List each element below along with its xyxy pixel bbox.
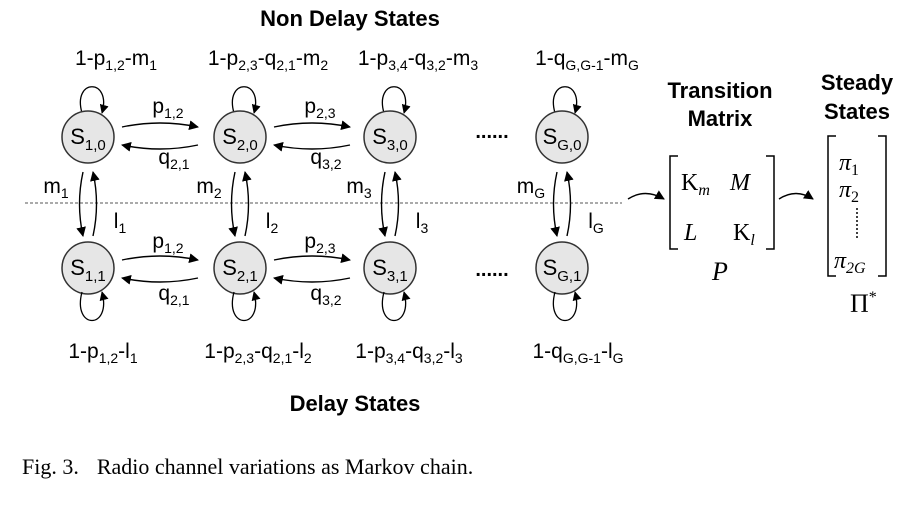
self-loop-label-s20: 1-p2,3-q2,1-m2: [208, 47, 328, 73]
self-loop-label-s21: 1-p2,3-q2,1-l2: [204, 340, 312, 366]
arrow-p23-bottom: [273, 253, 351, 263]
arrow-l3: [392, 171, 402, 237]
arrow-p12-bottom: [121, 253, 199, 263]
label-l1: l1: [114, 210, 127, 236]
label-m3: m3: [346, 175, 372, 201]
label-l2: l2: [266, 210, 279, 236]
steady-pi-2: π2: [839, 177, 859, 206]
state-s30: S3,0: [363, 110, 417, 164]
label-m1: m1: [43, 175, 69, 201]
matrix-k-l: Kl: [733, 220, 755, 249]
svg-text:S1,1: S1,1: [70, 255, 106, 285]
label-m2: m2: [196, 175, 222, 201]
steady-left-bracket: [827, 135, 836, 277]
matrix-l: L: [683, 220, 697, 246]
state-s11: S1,1: [61, 241, 115, 295]
svg-text:S3,0: S3,0: [372, 124, 408, 154]
figure-caption: Fig. 3. Radio channel variations as Marko…: [22, 454, 473, 479]
matrix-p-label: P: [711, 257, 728, 286]
self-loop-arrow-s10: [79, 86, 109, 114]
arrow-lg: [564, 171, 574, 237]
label-mg: mG: [517, 175, 545, 201]
self-loop-label-sg1: 1-qG,G-1-lG: [532, 340, 623, 366]
self-loop-arrow-s30: [381, 86, 411, 114]
arrow-to-matrix: [627, 190, 665, 200]
state-sg0: SG,0: [535, 110, 589, 164]
transition-matrix-title-line1: Transition: [667, 78, 772, 103]
label-p23-top: p2,3: [304, 95, 335, 121]
label-lg: lG: [588, 210, 604, 236]
svg-text:SG,1: SG,1: [543, 255, 582, 285]
arrow-q32-top: [273, 142, 351, 152]
delay-states-title: Delay States: [290, 391, 421, 416]
arrow-to-steady: [778, 190, 814, 200]
self-loop-label-s30: 1-p3,4-q3,2-m3: [358, 47, 478, 73]
state-s21: S2,1: [213, 241, 267, 295]
arrow-p12-top: [121, 120, 199, 130]
matrix-m: M: [729, 170, 752, 196]
matrix-right-bracket: [766, 155, 775, 250]
svg-text:SG,0: SG,0: [543, 124, 582, 154]
arrow-m2: [228, 171, 238, 237]
self-loop-label-sg0: 1-qG,G-1-mG: [535, 47, 639, 73]
arrow-l2: [242, 171, 252, 237]
svg-text:S2,0: S2,0: [222, 124, 258, 154]
self-loop-label-s11: 1-p1,2-l1: [68, 340, 138, 366]
state-s10: S1,0: [61, 110, 115, 164]
self-loop-label-s10: 1-p1,2-m1: [75, 47, 157, 73]
arrow-q21-top: [121, 142, 199, 152]
steady-pi-star: Π*: [850, 289, 877, 318]
self-loop-arrow-s20: [231, 86, 261, 114]
label-q32-bottom: q3,2: [310, 282, 341, 308]
steady-pi-2g: π2G: [834, 248, 866, 277]
self-loop-arrow-sg0: [552, 86, 582, 114]
svg-text:S1,0: S1,0: [70, 124, 106, 154]
self-loop-arrow-s11: [79, 291, 109, 321]
state-sg1: SG,1: [535, 241, 589, 295]
arrow-p23-top: [273, 120, 351, 130]
ellipsis-top: ......: [475, 121, 508, 143]
matrix-k-m: Km: [681, 170, 710, 199]
arrow-mg: [550, 171, 560, 237]
label-p12-bottom: p1,2: [152, 230, 183, 256]
self-loop-arrow-s21: [231, 291, 261, 321]
label-p23-bottom: p2,3: [304, 230, 335, 256]
state-s20: S2,0: [213, 110, 267, 164]
steady-right-bracket: [878, 135, 887, 277]
non-delay-states-title: Non Delay States: [260, 6, 440, 31]
self-loop-label-s31: 1-p3,4-q3,2-l3: [355, 340, 463, 366]
arrow-l1: [90, 171, 100, 237]
label-l3: l3: [416, 210, 429, 236]
arrow-q21-bottom: [121, 275, 199, 285]
steady-states-title-line1: Steady: [821, 70, 894, 95]
self-loop-arrow-s31: [381, 291, 411, 321]
arrow-m1: [76, 171, 86, 237]
steady-pi-1: π1: [839, 150, 859, 179]
ellipsis-bottom: ......: [475, 259, 508, 281]
steady-states-title-line2: States: [824, 99, 890, 124]
label-q21-top: q2,1: [158, 146, 189, 172]
transition-matrix-title-line2: Matrix: [688, 106, 754, 131]
label-q32-top: q3,2: [310, 146, 341, 172]
arrow-m3: [378, 171, 388, 237]
svg-text:S2,1: S2,1: [222, 255, 258, 285]
label-p12-top: p1,2: [152, 95, 183, 121]
state-s31: S3,1: [363, 241, 417, 295]
arrow-q32-bottom: [273, 275, 351, 285]
self-loop-arrow-sg1: [552, 291, 582, 321]
matrix-left-bracket: [669, 155, 678, 250]
label-q21-bottom: q2,1: [158, 282, 189, 308]
svg-text:S3,1: S3,1: [372, 255, 408, 285]
